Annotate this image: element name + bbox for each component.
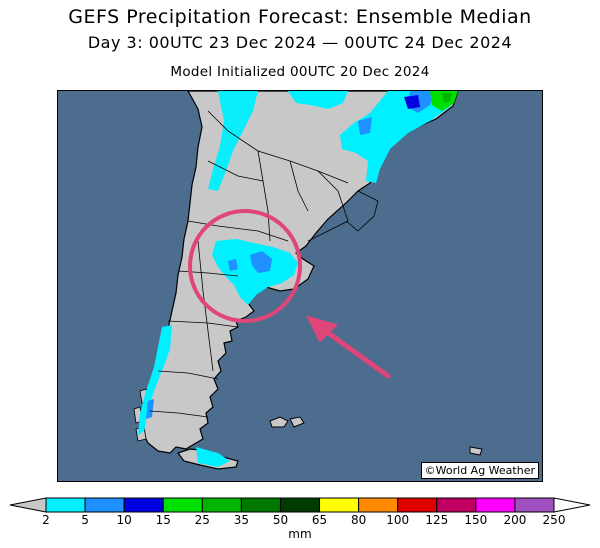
colorbar-tick-label: 5 bbox=[81, 513, 89, 527]
map-title: GEFS Precipitation Forecast: Ensemble Me… bbox=[68, 6, 532, 28]
colorbar-tick-label: 15 bbox=[155, 513, 171, 527]
colorbar-tick-label: 150 bbox=[464, 513, 488, 527]
colorbar-tick-label: 50 bbox=[272, 513, 289, 527]
precip-patch-central-argentina bbox=[212, 239, 298, 305]
colorbar-over-arrow bbox=[553, 497, 591, 513]
colorbar-tick-label: 65 bbox=[311, 513, 328, 527]
model-init: Model Initialized 00UTC 20 Dec 2024 bbox=[170, 64, 430, 80]
precipitation-map: ©World Ag Weather bbox=[57, 90, 543, 482]
colorbar-tick-label: 100 bbox=[386, 513, 410, 527]
colorbar-swatch bbox=[162, 497, 203, 513]
colorbar-tick-label: 25 bbox=[194, 513, 210, 527]
colorbar-swatch bbox=[475, 497, 516, 513]
colorbar-swatch bbox=[436, 497, 477, 513]
precip-band-north-andes bbox=[208, 91, 258, 191]
colorbar-tick-label: 2 bbox=[42, 513, 50, 527]
colorbar-tick-label: 250 bbox=[542, 513, 566, 527]
highlight-circle bbox=[188, 209, 302, 323]
colorbar-swatch bbox=[84, 497, 125, 513]
colorbar-swatch bbox=[201, 497, 242, 513]
colorbar-under-arrow bbox=[9, 497, 47, 513]
colorbar-tick-label: 200 bbox=[503, 513, 527, 527]
colorbar-tick-label: 10 bbox=[116, 513, 132, 527]
colorbar-swatch bbox=[240, 497, 281, 513]
precip-band-brazil-coast bbox=[340, 91, 458, 183]
colorbar-swatch bbox=[514, 497, 555, 513]
map-canvas bbox=[133, 91, 483, 470]
colorbar-swatch bbox=[358, 497, 399, 513]
map-credit: ©World Ag Weather bbox=[420, 462, 539, 479]
colorbar-swatch bbox=[397, 497, 438, 513]
land-falklands bbox=[269, 416, 289, 428]
precip-colorbar bbox=[9, 497, 591, 513]
colorbar-swatch bbox=[45, 497, 86, 513]
colorbar-tick-label: 80 bbox=[350, 513, 367, 527]
precip-band-southern-chile bbox=[138, 325, 172, 435]
province-borders bbox=[149, 110, 379, 418]
colorbar-swatch bbox=[123, 497, 164, 513]
colorbar-tick-label: 35 bbox=[233, 513, 250, 527]
colorbar-unit: mm bbox=[288, 527, 312, 541]
colorbar-swatch bbox=[279, 497, 321, 513]
colorbar-tick-label: 125 bbox=[425, 513, 449, 527]
forecast-period: Day 3: 00UTC 23 Dec 2024 — 00UTC 24 Dec … bbox=[87, 33, 513, 52]
colorbar-swatch bbox=[319, 497, 360, 513]
highlight-arrow bbox=[306, 315, 391, 379]
